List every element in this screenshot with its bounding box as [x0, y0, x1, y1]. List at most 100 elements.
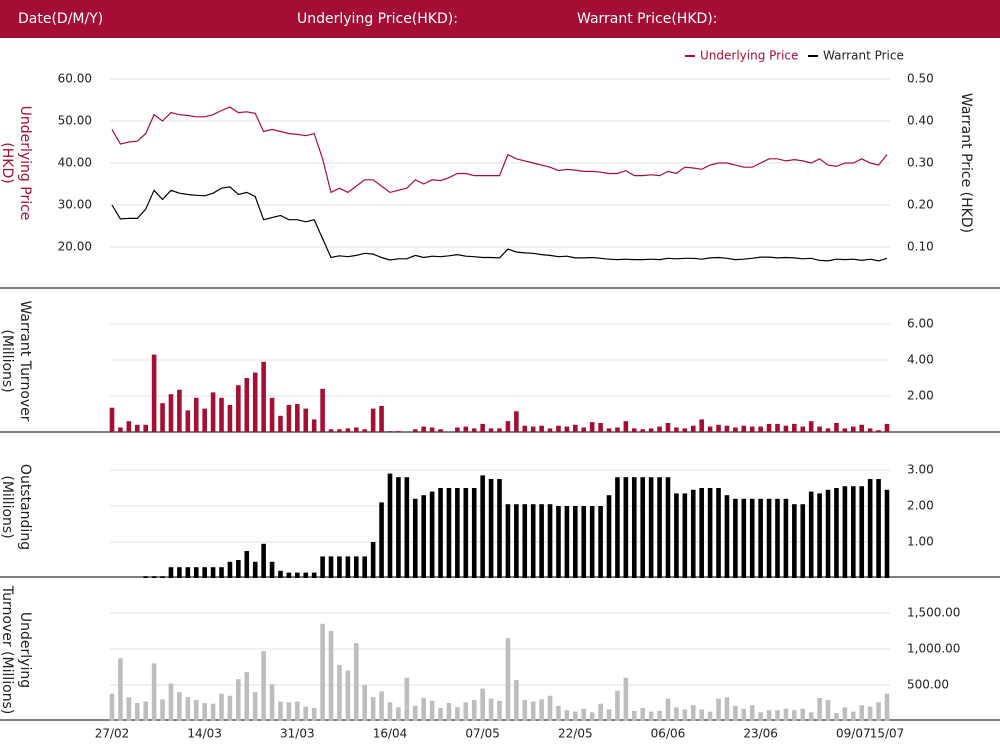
bar [615, 427, 620, 432]
bar [775, 710, 780, 721]
bar [859, 486, 865, 578]
bar [657, 477, 662, 578]
bar [766, 498, 772, 578]
axis-title: (Millions) [0, 329, 15, 392]
bar [261, 361, 266, 432]
bar [665, 477, 671, 578]
bar [488, 428, 494, 432]
bar [438, 488, 443, 578]
bar [109, 407, 115, 432]
bar [471, 700, 477, 721]
bar [724, 425, 730, 432]
bar [353, 427, 359, 432]
bar [210, 567, 216, 578]
bar [278, 701, 283, 721]
bar [345, 556, 351, 578]
bar [674, 707, 679, 721]
bar [295, 572, 300, 578]
bar [311, 708, 317, 721]
bar [252, 372, 258, 432]
axis-title: (Millions) [0, 475, 15, 538]
bar [244, 378, 250, 432]
bar [471, 428, 477, 432]
bar [834, 423, 839, 432]
bar [261, 543, 266, 578]
bar [564, 426, 570, 432]
bar [766, 710, 772, 721]
bar [808, 491, 814, 578]
bar [480, 475, 485, 578]
bar [749, 426, 755, 432]
header-bar [0, 0, 1000, 38]
bar [210, 703, 216, 721]
bar [834, 488, 839, 578]
bar [699, 709, 704, 721]
bar [412, 705, 418, 721]
bar [817, 697, 822, 721]
bar [177, 389, 182, 432]
bar [539, 425, 544, 432]
bar [151, 663, 157, 721]
bar [387, 473, 393, 578]
bar [657, 426, 662, 432]
y-tick-label: 60.00 [58, 72, 92, 86]
bar [143, 701, 148, 721]
bar [581, 427, 587, 432]
bar [589, 712, 595, 721]
bar [193, 700, 199, 721]
bar [783, 425, 789, 432]
bar [168, 683, 174, 721]
line-series [111, 106, 888, 194]
bar [783, 498, 789, 578]
bar [177, 692, 182, 721]
bar [733, 705, 738, 721]
bar [143, 424, 148, 432]
axis-title: Turnover (Millions) [0, 585, 15, 715]
bar [379, 405, 384, 432]
bar [648, 711, 654, 721]
bar [286, 572, 292, 578]
bar [682, 428, 688, 432]
bar [497, 479, 502, 578]
bar [311, 572, 317, 578]
bar [690, 425, 696, 432]
bar [412, 498, 418, 578]
y-tick-label: 30.00 [58, 198, 92, 212]
bar [623, 477, 629, 578]
bar [598, 423, 603, 432]
bar [648, 477, 654, 578]
bar [438, 708, 443, 721]
bar [353, 556, 359, 578]
bar [859, 705, 865, 721]
y-tick-label: 2.00 [907, 499, 934, 513]
bar [396, 431, 401, 432]
y-tick-label: 4.00 [907, 353, 934, 367]
bar [379, 502, 384, 578]
bar [547, 695, 553, 721]
bar [219, 397, 224, 432]
bar [758, 426, 763, 432]
bar [396, 477, 401, 578]
bar [337, 556, 342, 578]
bar [337, 664, 342, 721]
bar [631, 477, 637, 578]
bar [151, 576, 157, 578]
bar [539, 504, 544, 578]
y-tick-label: 6.00 [907, 317, 934, 331]
bar [792, 423, 797, 432]
bar [690, 489, 696, 578]
bar [539, 699, 544, 721]
bar [185, 567, 191, 578]
bar [404, 477, 410, 578]
bar [724, 697, 730, 721]
bar [328, 631, 334, 721]
bar [236, 560, 241, 578]
bar [463, 702, 469, 721]
bar [514, 504, 519, 578]
bar [345, 428, 351, 432]
y-tick-label: 1.00 [907, 535, 934, 549]
bar [522, 504, 528, 578]
bar [851, 486, 856, 578]
bar [168, 394, 174, 432]
bar [193, 567, 199, 578]
